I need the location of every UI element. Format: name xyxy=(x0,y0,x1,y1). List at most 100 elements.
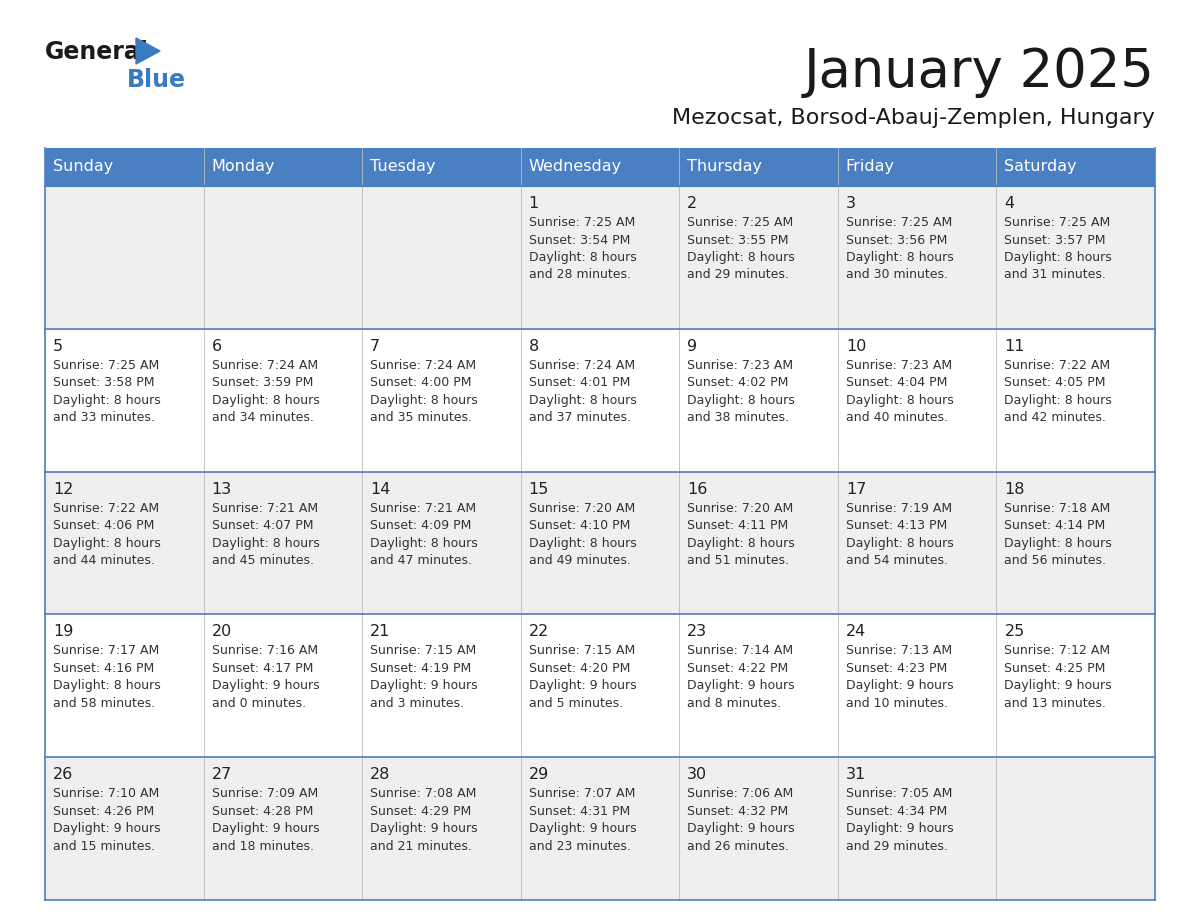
Text: Daylight: 9 hours: Daylight: 9 hours xyxy=(371,823,478,835)
Text: 19: 19 xyxy=(53,624,74,640)
Text: Wednesday: Wednesday xyxy=(529,160,621,174)
Text: Sunrise: 7:18 AM: Sunrise: 7:18 AM xyxy=(1004,501,1111,515)
Text: Blue: Blue xyxy=(127,68,187,92)
Text: Sunrise: 7:24 AM: Sunrise: 7:24 AM xyxy=(371,359,476,372)
Text: Sunrise: 7:13 AM: Sunrise: 7:13 AM xyxy=(846,644,952,657)
Text: 31: 31 xyxy=(846,767,866,782)
Text: and 21 minutes.: and 21 minutes. xyxy=(371,840,472,853)
Text: Daylight: 8 hours: Daylight: 8 hours xyxy=(1004,394,1112,407)
Text: Sunrise: 7:20 AM: Sunrise: 7:20 AM xyxy=(529,501,634,515)
Text: 11: 11 xyxy=(1004,339,1025,353)
Text: Sunset: 3:59 PM: Sunset: 3:59 PM xyxy=(211,376,312,389)
Text: Sunrise: 7:25 AM: Sunrise: 7:25 AM xyxy=(529,216,634,229)
Text: Sunset: 3:54 PM: Sunset: 3:54 PM xyxy=(529,233,630,247)
Text: Daylight: 8 hours: Daylight: 8 hours xyxy=(846,394,954,407)
Text: Sunset: 4:13 PM: Sunset: 4:13 PM xyxy=(846,519,947,532)
Text: 14: 14 xyxy=(371,482,391,497)
Text: and 26 minutes.: and 26 minutes. xyxy=(688,840,789,853)
Text: Sunset: 3:57 PM: Sunset: 3:57 PM xyxy=(1004,233,1106,247)
Text: and 45 minutes.: and 45 minutes. xyxy=(211,554,314,567)
Text: 27: 27 xyxy=(211,767,232,782)
Text: and 23 minutes.: and 23 minutes. xyxy=(529,840,631,853)
Text: Sunrise: 7:24 AM: Sunrise: 7:24 AM xyxy=(211,359,317,372)
Text: Daylight: 9 hours: Daylight: 9 hours xyxy=(1004,679,1112,692)
Text: and 29 minutes.: and 29 minutes. xyxy=(846,840,948,853)
Text: Sunset: 3:55 PM: Sunset: 3:55 PM xyxy=(688,233,789,247)
Text: Daylight: 8 hours: Daylight: 8 hours xyxy=(529,537,637,550)
Text: 26: 26 xyxy=(53,767,74,782)
Text: 10: 10 xyxy=(846,339,866,353)
Text: Daylight: 8 hours: Daylight: 8 hours xyxy=(529,394,637,407)
Text: Daylight: 8 hours: Daylight: 8 hours xyxy=(688,394,795,407)
Text: Daylight: 8 hours: Daylight: 8 hours xyxy=(371,537,478,550)
Text: and 42 minutes.: and 42 minutes. xyxy=(1004,411,1106,424)
Text: Daylight: 8 hours: Daylight: 8 hours xyxy=(53,537,160,550)
Text: Sunrise: 7:16 AM: Sunrise: 7:16 AM xyxy=(211,644,317,657)
FancyBboxPatch shape xyxy=(838,148,997,186)
Text: 20: 20 xyxy=(211,624,232,640)
Text: Daylight: 8 hours: Daylight: 8 hours xyxy=(688,251,795,264)
Text: Sunset: 4:29 PM: Sunset: 4:29 PM xyxy=(371,805,472,818)
Text: 1: 1 xyxy=(529,196,539,211)
Text: and 13 minutes.: and 13 minutes. xyxy=(1004,697,1106,710)
Text: Sunrise: 7:25 AM: Sunrise: 7:25 AM xyxy=(688,216,794,229)
Text: Sunset: 4:09 PM: Sunset: 4:09 PM xyxy=(371,519,472,532)
Text: Mezocsat, Borsod-Abauj-Zemplen, Hungary: Mezocsat, Borsod-Abauj-Zemplen, Hungary xyxy=(672,108,1155,128)
Text: Daylight: 9 hours: Daylight: 9 hours xyxy=(529,823,637,835)
Text: Sunrise: 7:15 AM: Sunrise: 7:15 AM xyxy=(371,644,476,657)
Text: and 10 minutes.: and 10 minutes. xyxy=(846,697,948,710)
Text: and 35 minutes.: and 35 minutes. xyxy=(371,411,472,424)
Text: and 54 minutes.: and 54 minutes. xyxy=(846,554,948,567)
Text: General: General xyxy=(45,40,148,64)
Text: Sunrise: 7:23 AM: Sunrise: 7:23 AM xyxy=(688,359,794,372)
Text: 22: 22 xyxy=(529,624,549,640)
Text: Sunset: 4:22 PM: Sunset: 4:22 PM xyxy=(688,662,789,675)
Text: Daylight: 8 hours: Daylight: 8 hours xyxy=(1004,537,1112,550)
Text: Sunrise: 7:22 AM: Sunrise: 7:22 AM xyxy=(1004,359,1111,372)
Text: Daylight: 8 hours: Daylight: 8 hours xyxy=(846,251,954,264)
Text: 12: 12 xyxy=(53,482,74,497)
Polygon shape xyxy=(135,38,160,64)
Text: Sunset: 4:05 PM: Sunset: 4:05 PM xyxy=(1004,376,1106,389)
Text: 8: 8 xyxy=(529,339,539,353)
Text: Monday: Monday xyxy=(211,160,276,174)
Text: 6: 6 xyxy=(211,339,222,353)
Text: Sunrise: 7:22 AM: Sunrise: 7:22 AM xyxy=(53,501,159,515)
Text: Sunrise: 7:08 AM: Sunrise: 7:08 AM xyxy=(371,788,476,800)
Text: Sunset: 4:06 PM: Sunset: 4:06 PM xyxy=(53,519,154,532)
Text: Sunrise: 7:14 AM: Sunrise: 7:14 AM xyxy=(688,644,794,657)
Text: 13: 13 xyxy=(211,482,232,497)
Text: 24: 24 xyxy=(846,624,866,640)
Text: 23: 23 xyxy=(688,624,707,640)
Text: 2: 2 xyxy=(688,196,697,211)
Text: Daylight: 8 hours: Daylight: 8 hours xyxy=(529,251,637,264)
Text: Sunrise: 7:07 AM: Sunrise: 7:07 AM xyxy=(529,788,636,800)
Text: Sunset: 4:17 PM: Sunset: 4:17 PM xyxy=(211,662,312,675)
Text: 17: 17 xyxy=(846,482,866,497)
Text: and 49 minutes.: and 49 minutes. xyxy=(529,554,631,567)
Text: Daylight: 8 hours: Daylight: 8 hours xyxy=(1004,251,1112,264)
Text: 15: 15 xyxy=(529,482,549,497)
Text: Sunset: 4:28 PM: Sunset: 4:28 PM xyxy=(211,805,312,818)
Text: 16: 16 xyxy=(688,482,708,497)
Text: and 18 minutes.: and 18 minutes. xyxy=(211,840,314,853)
Text: Daylight: 9 hours: Daylight: 9 hours xyxy=(688,823,795,835)
Text: Daylight: 9 hours: Daylight: 9 hours xyxy=(529,679,637,692)
Text: Sunset: 4:04 PM: Sunset: 4:04 PM xyxy=(846,376,947,389)
FancyBboxPatch shape xyxy=(45,472,1155,614)
Text: 5: 5 xyxy=(53,339,63,353)
Text: and 30 minutes.: and 30 minutes. xyxy=(846,268,948,282)
FancyBboxPatch shape xyxy=(520,148,680,186)
Text: Sunrise: 7:19 AM: Sunrise: 7:19 AM xyxy=(846,501,952,515)
Text: Daylight: 9 hours: Daylight: 9 hours xyxy=(371,679,478,692)
Text: 29: 29 xyxy=(529,767,549,782)
Text: Daylight: 8 hours: Daylight: 8 hours xyxy=(688,537,795,550)
FancyBboxPatch shape xyxy=(997,148,1155,186)
Text: Sunrise: 7:09 AM: Sunrise: 7:09 AM xyxy=(211,788,318,800)
Text: 25: 25 xyxy=(1004,624,1025,640)
Text: and 47 minutes.: and 47 minutes. xyxy=(371,554,472,567)
Text: and 37 minutes.: and 37 minutes. xyxy=(529,411,631,424)
Text: and 0 minutes.: and 0 minutes. xyxy=(211,697,305,710)
Text: 3: 3 xyxy=(846,196,855,211)
Text: and 33 minutes.: and 33 minutes. xyxy=(53,411,154,424)
